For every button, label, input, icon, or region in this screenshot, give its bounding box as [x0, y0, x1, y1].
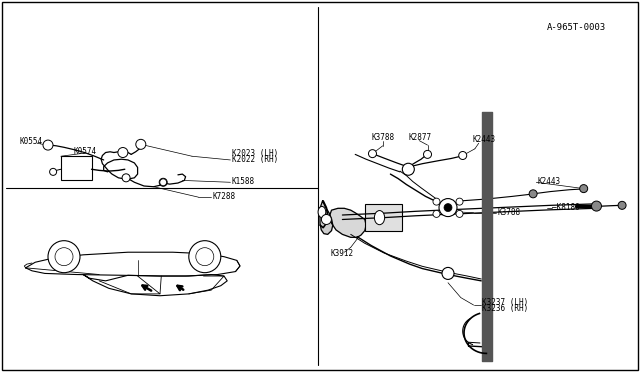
Circle shape: [618, 201, 626, 209]
Circle shape: [433, 198, 440, 205]
Text: K0574: K0574: [74, 147, 97, 156]
Circle shape: [424, 150, 431, 158]
Text: A-965T-0003: A-965T-0003: [547, 23, 606, 32]
Circle shape: [48, 241, 80, 273]
Circle shape: [118, 148, 128, 157]
Text: K2877: K2877: [408, 133, 431, 142]
Circle shape: [444, 203, 452, 212]
Text: K3236 (RH): K3236 (RH): [482, 304, 528, 313]
Text: K1588: K1588: [232, 177, 255, 186]
Circle shape: [529, 190, 537, 198]
Circle shape: [122, 174, 130, 182]
Circle shape: [403, 163, 414, 175]
Circle shape: [160, 179, 166, 186]
Circle shape: [136, 140, 146, 149]
Circle shape: [55, 248, 73, 266]
Ellipse shape: [318, 206, 326, 218]
Text: K3237 (LH): K3237 (LH): [482, 298, 528, 307]
Text: K3788: K3788: [371, 133, 394, 142]
Text: K2443: K2443: [472, 135, 495, 144]
Polygon shape: [320, 201, 333, 234]
Circle shape: [591, 201, 602, 211]
Bar: [365, 204, 402, 231]
Circle shape: [433, 211, 440, 217]
Text: K2443: K2443: [538, 177, 561, 186]
Bar: [61, 156, 92, 180]
Circle shape: [321, 215, 332, 224]
Circle shape: [159, 178, 167, 186]
Circle shape: [439, 199, 457, 217]
Text: K3912: K3912: [330, 249, 353, 258]
Text: K2022 (RH): K2022 (RH): [232, 155, 278, 164]
Text: K2023 (LH): K2023 (LH): [232, 149, 278, 158]
Circle shape: [189, 241, 221, 273]
Text: K7288: K7288: [212, 192, 236, 201]
Circle shape: [456, 211, 463, 217]
Text: –K8180: –K8180: [552, 203, 580, 212]
Circle shape: [580, 185, 588, 193]
Text: K0554: K0554: [19, 137, 42, 146]
Text: K3788: K3788: [497, 208, 520, 217]
Circle shape: [442, 267, 454, 279]
Circle shape: [459, 151, 467, 160]
Circle shape: [456, 198, 463, 205]
Circle shape: [196, 248, 214, 266]
Circle shape: [43, 140, 53, 150]
Circle shape: [50, 169, 56, 175]
Circle shape: [369, 150, 376, 158]
Ellipse shape: [374, 211, 385, 225]
Polygon shape: [330, 208, 366, 237]
